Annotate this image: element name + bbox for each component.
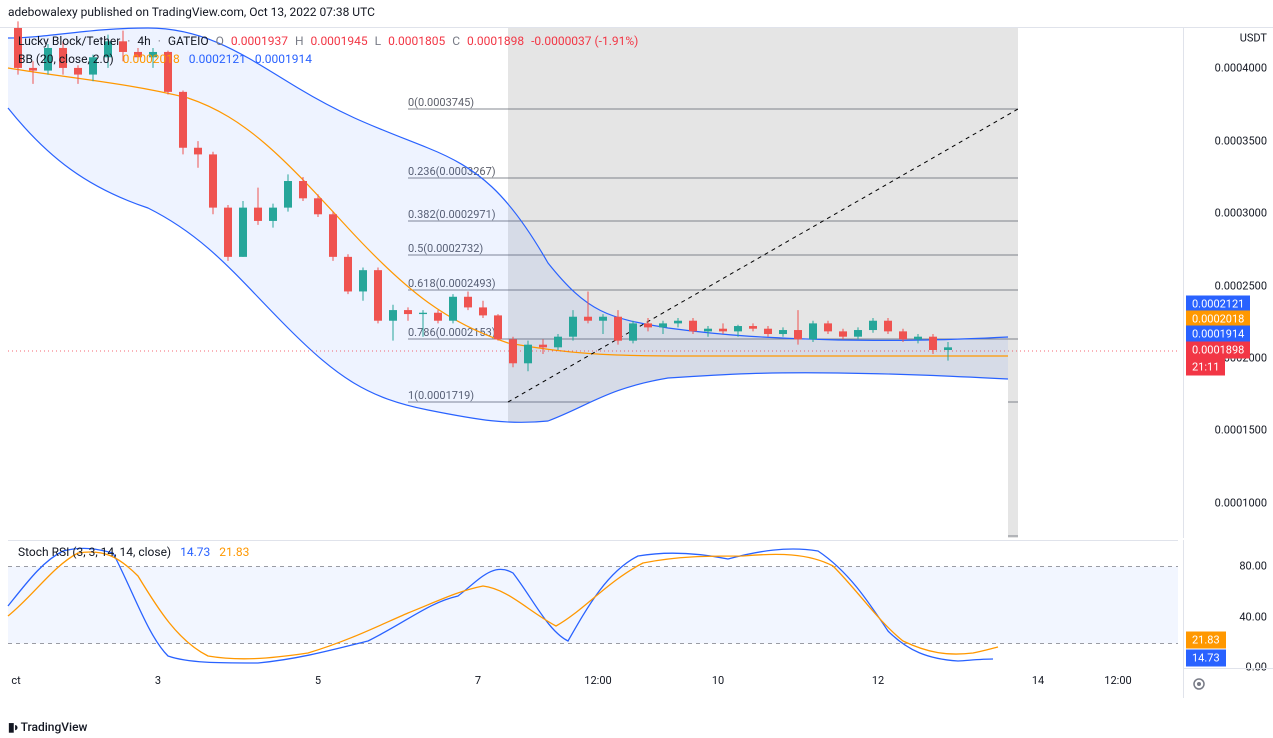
symbol-exchange: GATEIO bbox=[168, 34, 209, 48]
time-tick: 14 bbox=[1032, 674, 1044, 687]
bb-v3: 0.0001914 bbox=[255, 52, 312, 66]
tradingview-logo: ▮◗ TradingView bbox=[8, 720, 87, 734]
rsi-tick: 40.00 bbox=[1239, 611, 1267, 624]
rsi-legend: Stoch RSI (3, 3, 14, 14, close) 14.73 21… bbox=[18, 545, 255, 559]
symbol-pair: Lucky Block/Tether bbox=[18, 34, 120, 48]
price-tick: 0.0004000 bbox=[1215, 62, 1267, 75]
time-tick: 3 bbox=[155, 674, 161, 687]
time-tick: 12 bbox=[872, 674, 884, 687]
price-tag: 0.0001898 bbox=[1186, 342, 1250, 359]
time-tick: 10 bbox=[712, 674, 724, 687]
publish-text: adebowalexy published on TradingView.com… bbox=[8, 5, 375, 19]
logo-icon: ▮◗ bbox=[8, 720, 18, 734]
price-tick: 0.0001500 bbox=[1215, 424, 1267, 437]
ohlc-l: 0.0001805 bbox=[388, 34, 445, 48]
ohlc-c-label: C bbox=[452, 34, 460, 48]
svg-text:0(0.0003745): 0(0.0003745) bbox=[408, 96, 474, 109]
logo-text: TradingView bbox=[21, 720, 88, 734]
bb-name: BB (20, close, 2.0) bbox=[18, 52, 114, 66]
symbol-legend: Lucky Block/Tether · 4h · GATEIO O 0.000… bbox=[18, 34, 642, 48]
bb-legend: BB (20, close, 2.0) 0.0002018 0.0002121 … bbox=[18, 52, 318, 66]
price-chart-svg: 0(0.0003745)0.236(0.0003267)0.382(0.0002… bbox=[8, 28, 1178, 538]
time-tick: 5 bbox=[315, 674, 321, 687]
ohlc-l-label: L bbox=[375, 34, 381, 48]
rsi-chart-svg bbox=[8, 541, 1178, 669]
rsi-tag: 21.83 bbox=[1186, 632, 1226, 649]
ohlc-change: -0.0000037 (-1.91%) bbox=[531, 34, 638, 48]
bb-v2: 0.0002121 bbox=[189, 52, 246, 66]
price-tick: 0.0002500 bbox=[1215, 280, 1267, 293]
rsi-axis[interactable]: 80.0040.000.0021.8314.73 bbox=[1183, 540, 1273, 668]
time-tick: 12:00 bbox=[1104, 674, 1131, 687]
rsi-tick: 80.00 bbox=[1239, 560, 1267, 573]
ohlc-o-label: O bbox=[216, 34, 224, 48]
time-tick: 7 bbox=[475, 674, 481, 687]
price-chart[interactable]: 0(0.0003745)0.236(0.0003267)0.382(0.0002… bbox=[8, 28, 1178, 538]
price-axis[interactable]: USDT 0.0004000 0.0003500 0.0003000 0.0002500… bbox=[1183, 28, 1273, 538]
rsi-name: Stoch RSI (3, 3, 14, 14, close) bbox=[18, 545, 171, 559]
rsi-v2: 21.83 bbox=[219, 545, 249, 559]
publish-header: adebowalexy published on TradingView.com… bbox=[0, 0, 1273, 28]
ohlc-c: 0.0001898 bbox=[467, 34, 524, 48]
rsi-tag: 14.73 bbox=[1186, 650, 1226, 667]
ohlc-h: 0.0001945 bbox=[311, 34, 368, 48]
ohlc-o: 0.0001937 bbox=[231, 34, 288, 48]
rsi-chart[interactable]: Stoch RSI (3, 3, 14, 14, close) 14.73 21… bbox=[8, 540, 1178, 668]
ohlc-h-label: H bbox=[295, 34, 304, 48]
price-tick: 0.0001000 bbox=[1215, 497, 1267, 510]
time-tick: ct bbox=[11, 674, 20, 687]
price-tick: 0.0003500 bbox=[1215, 135, 1267, 148]
axis-corner bbox=[1183, 668, 1273, 698]
symbol-interval: 4h bbox=[137, 34, 150, 48]
price-tick: 0.0003000 bbox=[1215, 207, 1267, 220]
price-tag: 21:11 bbox=[1186, 359, 1225, 376]
time-tick: 12:00 bbox=[584, 674, 611, 687]
time-axis[interactable]: ct 3 5 7 12:00 10 12 14 12:00 bbox=[8, 668, 1178, 698]
price-tag: 0.0001914 bbox=[1186, 326, 1250, 343]
bb-v1: 0.0002018 bbox=[123, 52, 180, 66]
gear-icon[interactable] bbox=[1189, 674, 1209, 694]
axis-unit: USDT bbox=[1240, 32, 1267, 45]
rsi-v1: 14.73 bbox=[180, 545, 210, 559]
